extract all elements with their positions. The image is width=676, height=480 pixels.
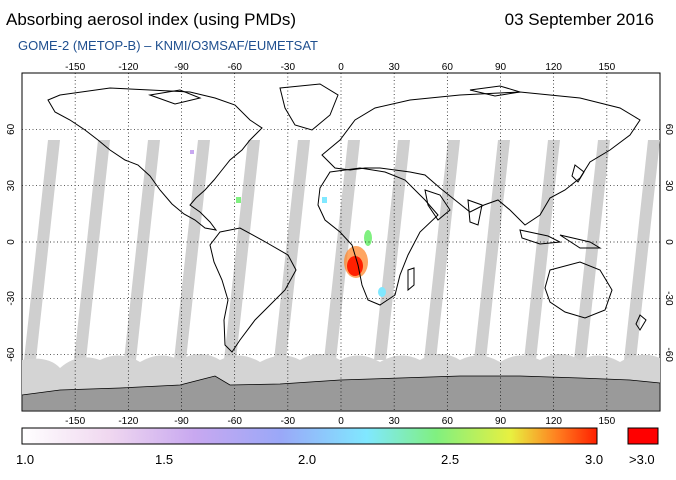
swath-gap-stripe xyxy=(374,140,410,360)
map-layers xyxy=(22,73,660,411)
colorbar-label-2: 1.5 xyxy=(155,452,174,467)
map-date: 03 September 2016 xyxy=(504,10,654,29)
lat-ticks-right: 60 30 0 -30 -60 xyxy=(663,124,674,363)
lon-tick-bottom: -60 xyxy=(227,416,242,427)
swath-gap-stripe xyxy=(524,140,560,360)
lon-tick-top: 0 xyxy=(338,62,344,73)
lon-tick-top: -150 xyxy=(65,62,85,73)
map-title: Absorbing aerosol index (using PMDs) xyxy=(6,10,297,29)
lon-tick-bottom: -90 xyxy=(174,416,189,427)
swath-gap-stripe xyxy=(474,140,510,360)
lon-tick-bottom: 60 xyxy=(442,416,454,427)
swath-gap-stripe xyxy=(24,140,60,360)
lon-tick-top: 90 xyxy=(495,62,507,73)
lat-tick-right: 30 xyxy=(663,180,674,192)
graticule xyxy=(22,73,660,411)
lon-tick-top: 60 xyxy=(442,62,454,73)
lon-tick-top: -30 xyxy=(281,62,296,73)
lon-ticks-top: -150 -120 -90 -60 -30 0 30 60 90 120 150 xyxy=(65,62,615,73)
lat-tick-right: -60 xyxy=(663,347,674,362)
colorbar xyxy=(21,427,598,445)
lat-tick-right: 0 xyxy=(663,239,674,245)
colorbar-overflow-label: >3.0 xyxy=(629,452,655,467)
swath-gap-stripe xyxy=(424,140,460,360)
lon-tick-bottom: 150 xyxy=(598,416,615,427)
swath-gaps xyxy=(24,140,660,360)
lat-tick-left: 30 xyxy=(6,180,17,192)
swath-gap-stripe xyxy=(324,140,360,360)
lat-tick-left: 0 xyxy=(6,239,17,245)
swath-gap-stripe xyxy=(124,140,160,360)
lon-tick-bottom: -150 xyxy=(65,416,85,427)
lat-tick-left: 60 xyxy=(6,123,17,135)
lon-tick-top: 30 xyxy=(389,62,401,73)
swath-gap-stripe xyxy=(274,140,310,360)
swath-gap-stripe xyxy=(574,140,610,360)
lon-tick-bottom: -30 xyxy=(281,416,296,427)
lat-tick-right: -30 xyxy=(663,291,674,306)
swath-gap-stripe xyxy=(624,140,660,360)
lon-tick-bottom: 30 xyxy=(389,416,401,427)
lon-tick-bottom: 90 xyxy=(495,416,507,427)
colorbar-label-1: 1.0 xyxy=(16,452,35,467)
map-subtitle: GOME-2 (METOP-B) – KNMI/O3MSAF/EUMETSAT xyxy=(18,38,318,53)
colorbar-overflow-swatch xyxy=(627,427,659,445)
lon-tick-top: -60 xyxy=(227,62,242,73)
aerosol-spots-minor xyxy=(190,150,327,203)
lon-tick-top: -120 xyxy=(118,62,138,73)
swath-gap-stripe xyxy=(174,140,210,360)
lon-tick-bottom: -120 xyxy=(118,416,138,427)
lon-tick-top: -90 xyxy=(174,62,189,73)
lon-tick-bottom: 120 xyxy=(545,416,562,427)
lon-ticks-bottom: -150 -120 -90 -60 -30 0 30 60 90 120 150 xyxy=(65,416,615,427)
swath-gap-stripe xyxy=(74,140,110,360)
coastlines xyxy=(47,83,647,353)
colorbar-label-4: 2.5 xyxy=(441,452,460,467)
lon-tick-top: 150 xyxy=(598,62,615,73)
lat-tick-left: -30 xyxy=(6,291,17,306)
lon-tick-bottom: 0 xyxy=(338,416,344,427)
colorbar-label-3: 2.0 xyxy=(298,452,317,467)
lat-ticks-left: 60 30 0 -30 -60 xyxy=(6,123,17,362)
swath-gap-stripe xyxy=(224,140,260,360)
colorbar-label-5: 3.0 xyxy=(585,452,604,467)
lon-tick-top: 120 xyxy=(545,62,562,73)
lat-tick-left: -60 xyxy=(6,347,17,362)
lat-tick-right: 60 xyxy=(663,124,674,136)
